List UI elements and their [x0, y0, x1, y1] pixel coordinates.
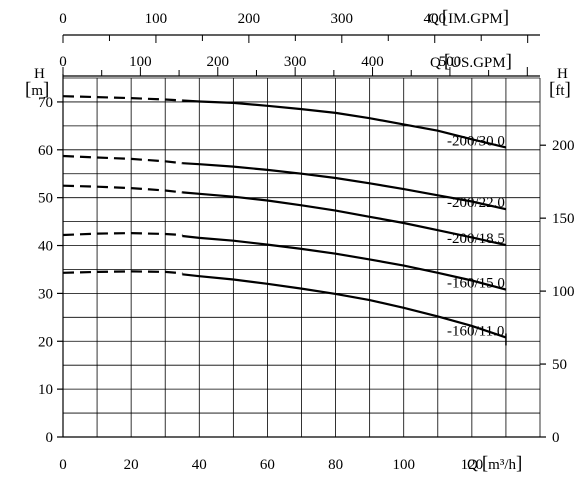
y-tick-label: 10 — [38, 382, 53, 398]
us-gpm-tick-label: 500 — [439, 54, 462, 70]
ft-tick-label: 200 — [552, 138, 575, 154]
right-axis-unit: [ft] — [549, 79, 571, 100]
us-gpm-tick-label: 0 — [59, 54, 67, 70]
x-axis-title: Q [m³/h] — [467, 453, 522, 474]
left-axis-unit: [m] — [25, 79, 49, 100]
curve-label: -200/18.5 — [447, 231, 505, 247]
x-tick-label: 20 — [124, 457, 139, 473]
us-gpm-tick-label: 200 — [207, 54, 230, 70]
im-gpm-tick-label: 100 — [145, 11, 168, 27]
labels: Q [IM.GPM] Q [US.GPM] H [m] H [ft] Q [m³/h]… — [25, 7, 571, 474]
curve-label: -160/15.0 — [447, 276, 505, 292]
im-gpm-tick-label: 0 — [59, 11, 67, 27]
axes: 0 20 40 60 80 100 120 0 10 20 30 40 50 60 70 0 50 100 150 2… — [38, 74, 575, 473]
y-tick-label: 0 — [46, 430, 54, 446]
curves — [62, 95, 507, 346]
x-tick-label: 60 — [260, 457, 275, 473]
y-tick-label: 60 — [38, 143, 53, 159]
curve-solid-segment — [182, 191, 507, 247]
curve-dashed-segment — [62, 184, 183, 194]
grid — [62, 77, 541, 438]
im-gpm-tick-label: 200 — [238, 11, 261, 27]
curve-label: -160/11.0 — [447, 323, 504, 339]
us-gpm-tick-label: 100 — [129, 54, 152, 70]
left-axis-name: H — [34, 66, 45, 82]
us-gpm-tick-label: 300 — [284, 54, 307, 70]
curve-solid-segment — [182, 234, 507, 291]
im-gpm-tick-label: 300 — [331, 11, 354, 27]
y-tick-label: 50 — [38, 191, 53, 207]
right-axis-name: H — [557, 66, 568, 82]
top-im-axis-title: Q [IM.GPM] — [428, 7, 509, 28]
curve-dashed-segment — [62, 154, 183, 165]
top-axes: 0 100 200 300 400 500 0 100 200 300 400 — [59, 11, 540, 77]
curve-solid-segment — [182, 162, 507, 211]
curve-label: -200/30.0 — [447, 133, 505, 149]
ft-tick-label: 100 — [552, 284, 575, 300]
x-tick-label: 40 — [192, 457, 207, 473]
x-tick-label: 80 — [328, 457, 343, 473]
ft-tick-label: 50 — [552, 357, 567, 373]
curve-solid-segment — [182, 99, 507, 149]
y-tick-label: 70 — [38, 95, 53, 111]
ft-tick-label: 0 — [552, 430, 560, 446]
y-tick-label: 20 — [38, 334, 53, 350]
im-gpm-tick-label: 400 — [423, 11, 446, 27]
x-tick-label: 0 — [59, 457, 67, 473]
x-tick-label: 100 — [392, 457, 415, 473]
curve-dashed-segment — [62, 270, 183, 275]
x-tick-label: 120 — [461, 457, 484, 473]
curve-solid-segment — [182, 273, 507, 339]
ft-tick-label: 150 — [552, 211, 575, 227]
y-tick-label: 40 — [38, 239, 53, 255]
curve-label: -200/22.0 — [447, 195, 505, 211]
curve-dashed-segment — [62, 95, 183, 102]
top-us-axis-title: Q [US.GPM] — [430, 51, 512, 72]
y-tick-label: 30 — [38, 286, 53, 302]
us-gpm-tick-label: 400 — [361, 54, 384, 70]
curve-dashed-segment — [62, 231, 183, 237]
